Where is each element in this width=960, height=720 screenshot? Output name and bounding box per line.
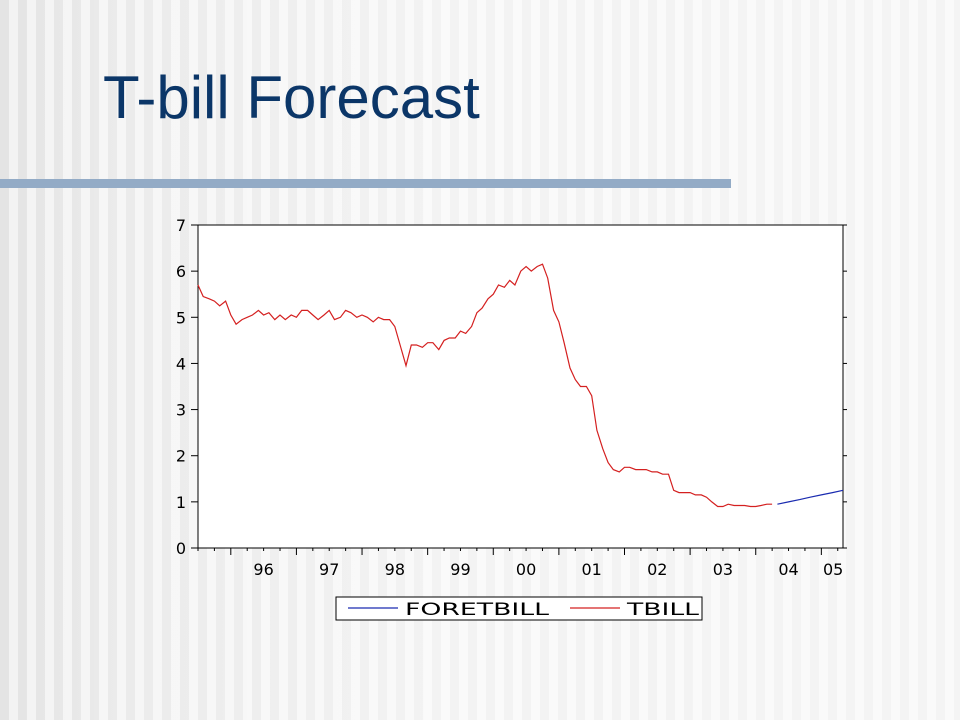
legend-label-tbill: TBILL: [625, 600, 699, 620]
y-tick-label: 0: [176, 539, 186, 558]
x-tick-label: 04: [778, 560, 798, 579]
y-tick-label: 5: [176, 308, 186, 327]
legend-box: [335, 596, 703, 621]
x-tick-label: 05: [823, 560, 843, 579]
legend: FORETBILL TBILL: [335, 596, 703, 621]
y-tick-label: 4: [176, 354, 186, 373]
title-underline-bar: [0, 179, 731, 188]
x-tick-label: 99: [450, 560, 470, 579]
y-tick-label: 3: [176, 401, 186, 420]
x-tick-label: 01: [582, 560, 602, 579]
legend-label-foretbill: FORETBILL: [405, 600, 550, 620]
y-tick-label: 6: [176, 262, 186, 281]
x-tick-label: 98: [385, 560, 405, 579]
series-layer: [197, 263, 844, 508]
plot-area: [197, 224, 844, 549]
x-tick-label: 96: [253, 560, 273, 579]
x-tick-label: 02: [647, 560, 667, 579]
plot-frame: [197, 224, 844, 549]
y-tick-label: 2: [176, 447, 186, 466]
y-tick-label: 1: [176, 493, 186, 512]
slide-title: T-bill Forecast: [103, 64, 480, 131]
x-tick-label: 97: [319, 560, 339, 579]
x-tick-label: 00: [516, 560, 536, 579]
series-line-foretbill: [777, 489, 844, 505]
x-tick-label: 03: [713, 560, 733, 579]
series-line-tbill: [197, 263, 773, 508]
y-tick-label: 7: [176, 216, 186, 235]
